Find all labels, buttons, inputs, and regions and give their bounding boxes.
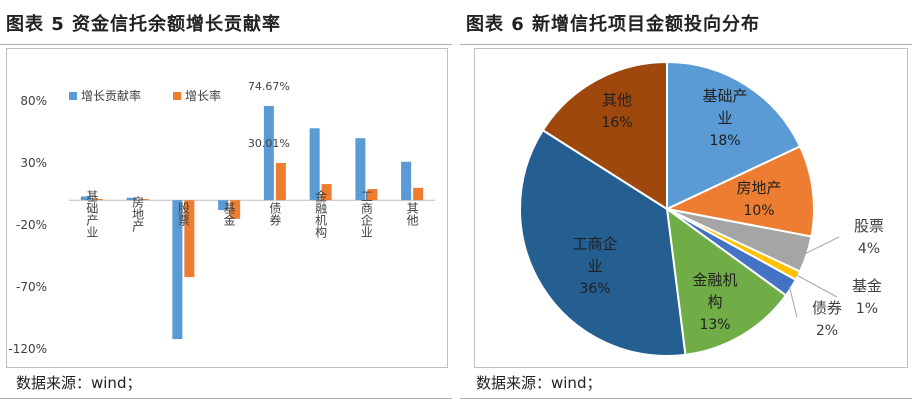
bar-growth xyxy=(92,198,103,201)
pie-label: 基础产业 18% xyxy=(702,87,747,149)
pie-slice-name: 业 xyxy=(587,257,602,275)
bottom-divider xyxy=(0,398,452,399)
pie-label: 债券 2% xyxy=(812,299,842,339)
bar-growth xyxy=(138,198,149,201)
pie-slice-percent: 36% xyxy=(579,281,610,297)
legend-label: 增长率 xyxy=(185,88,221,103)
pie-slice-name: 基础产 xyxy=(702,87,747,105)
bar-contribution xyxy=(309,128,320,201)
bar-chart-frame: 80% 30% -20% -70% -120% 基础产业 房地产 股票 基金 债券 金融机构 工商企业… xyxy=(6,48,448,368)
left-panel: 图表 5 资金信托余额增长贡献率 80% 30% -20% -70% -120% 基础产业… xyxy=(0,0,452,403)
pie-slice-name: 债券 xyxy=(812,299,842,317)
y-tick-label: 30% xyxy=(20,156,47,170)
pie-slice-name: 其他 xyxy=(602,91,632,109)
bar-growth xyxy=(184,200,195,278)
pie-slice xyxy=(519,128,687,357)
legend-swatch xyxy=(69,92,77,100)
bar-growth xyxy=(275,163,286,201)
data-label: 74.67% xyxy=(248,80,290,93)
leader-line xyxy=(788,286,798,318)
pie-slice-name: 基金 xyxy=(852,277,882,295)
pie-slice-name: 业 xyxy=(717,109,732,127)
pie-slice-percent: 13% xyxy=(699,317,730,333)
x-tick-label: 其他 xyxy=(405,202,419,226)
y-tick-label: -70% xyxy=(16,280,47,294)
pie-slice-name: 工商企 xyxy=(572,235,617,253)
pie-slice-percent: 16% xyxy=(601,115,632,131)
bar-contribution xyxy=(401,161,412,201)
pie-slice-percent: 4% xyxy=(858,241,880,257)
pie-label: 金融机构 13% xyxy=(692,271,737,333)
pie-slice xyxy=(663,145,815,238)
bar-contribution xyxy=(263,105,274,201)
pie-slice xyxy=(665,206,788,356)
x-tick-label: 基础产业 xyxy=(85,190,99,238)
pie-slice-percent: 10% xyxy=(743,203,774,219)
pie-chart-frame: 基础产业 18% 房地产 10% 股票 4% 基金 1% 债券 2% 金融机构 13% 工商企业 36% 其… xyxy=(474,48,908,368)
bar-contribution xyxy=(126,197,137,201)
right-panel: 图表 6 新增信托项目金额投向分布 基础产业 18% 房地产 10% 股票 4% 基金 1% 债… xyxy=(460,0,912,403)
x-tick-label: 基金 xyxy=(222,202,236,226)
pie-slice-percent: 18% xyxy=(709,133,740,149)
pie-label: 工商企业 36% xyxy=(572,235,617,297)
pie-label: 股票 4% xyxy=(854,217,884,257)
bar-chart-source: 数据来源：wind； xyxy=(16,374,142,392)
pie-slice-name: 股票 xyxy=(854,217,884,235)
bar-contribution xyxy=(80,196,91,201)
x-tick-label: 房地产 xyxy=(131,195,145,233)
bar-contribution xyxy=(355,138,366,201)
leader-line xyxy=(804,236,840,255)
x-tick-label: 债券 xyxy=(268,202,282,226)
legend: 增长贡献率 增长率 xyxy=(69,88,221,103)
y-tick-label: 80% xyxy=(20,94,47,108)
bar-chart-title: 图表 5 资金信托余额增长贡献率 xyxy=(6,14,282,35)
pie-slice-name: 房地产 xyxy=(736,179,781,197)
bar-growth xyxy=(413,187,424,201)
data-label: 30.01% xyxy=(248,137,290,150)
pie-slice-percent: 1% xyxy=(856,301,878,317)
x-tick-label: 工商企业 xyxy=(359,190,373,238)
y-tick-label: -20% xyxy=(16,218,47,232)
title-divider-right xyxy=(460,44,912,45)
pie-slice xyxy=(666,60,802,211)
pie-slice-name: 金融机 xyxy=(692,271,737,289)
pie-label: 房地产 10% xyxy=(736,179,781,219)
x-tick-label: 金融机构 xyxy=(314,189,328,239)
bar-contribution xyxy=(172,200,183,340)
pie-label: 基金 1% xyxy=(852,277,882,317)
bar-chart: 80% 30% -20% -70% -120% 基础产业 房地产 股票 基金 债券 金融机构 工商企业… xyxy=(8,80,435,356)
bar-growth xyxy=(230,200,241,219)
pie-slice xyxy=(541,60,668,211)
title-divider xyxy=(0,44,452,45)
pie-chart-source: 数据来源：wind； xyxy=(476,374,602,392)
pie-chart-title: 图表 6 新增信托项目金额投向分布 xyxy=(466,14,761,35)
pie-slice-name: 构 xyxy=(707,293,722,311)
bar-growth xyxy=(321,184,332,201)
bar-contribution xyxy=(218,200,229,211)
x-tick-label: 股票 xyxy=(176,202,190,226)
legend-swatch xyxy=(173,92,181,100)
bar-growth xyxy=(367,189,378,201)
pie-label: 其他 16% xyxy=(601,91,632,131)
bottom-divider-right xyxy=(460,398,912,399)
legend-label: 增长贡献率 xyxy=(81,88,141,103)
y-tick-label: -120% xyxy=(8,342,47,356)
pie-slice-percent: 2% xyxy=(816,323,838,339)
pie-chart: 基础产业18%房地产10%股票4%基金1%债券2%金融机构13%工商企业36%其… xyxy=(519,60,884,357)
leader-line xyxy=(795,274,838,298)
